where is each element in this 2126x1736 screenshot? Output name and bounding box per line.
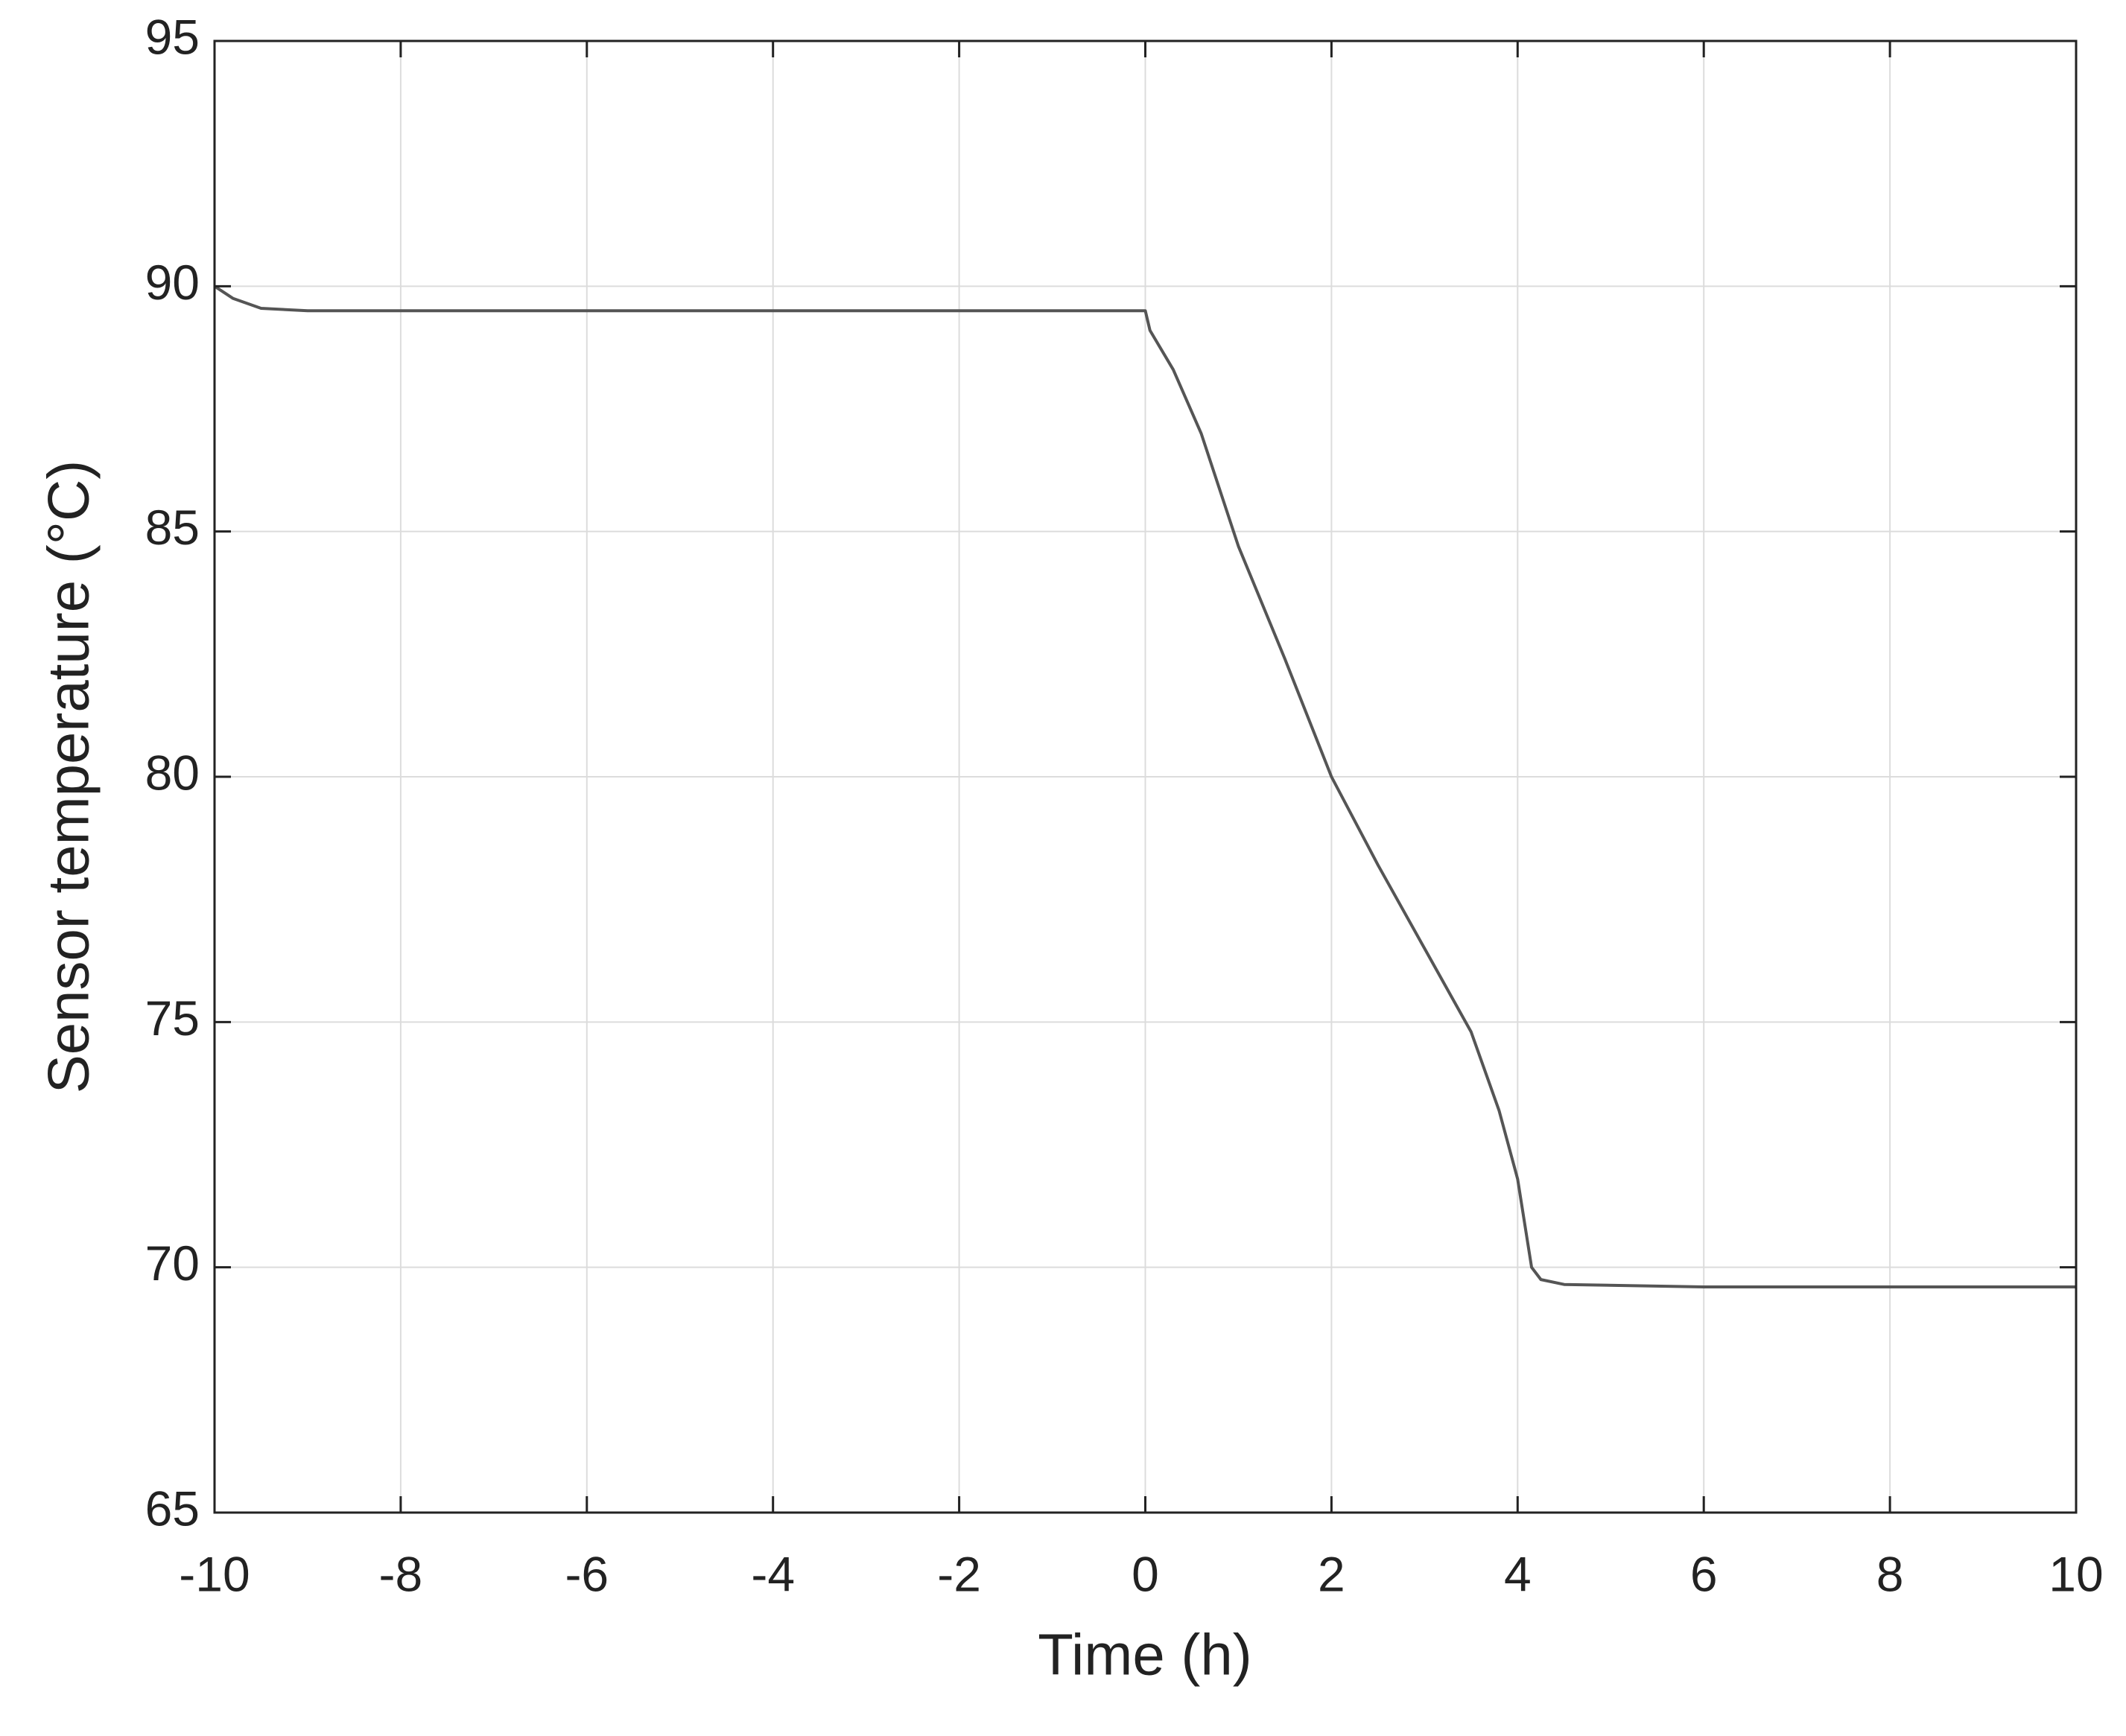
y-tick-label: 70	[145, 1236, 200, 1291]
ticks: -10 -8 -6 -4 -2 0 2 4 6 8 10 65 70 75 80 85 90 95	[145, 9, 2104, 1601]
y-tick-label: 65	[145, 1481, 200, 1536]
y-tick-label: 90	[145, 255, 200, 310]
x-tick-label: -4	[751, 1546, 795, 1601]
x-tick-label: -10	[179, 1546, 250, 1601]
grid	[214, 40, 2077, 1513]
x-tick-label: -6	[565, 1546, 609, 1601]
x-tick-label: -8	[379, 1546, 423, 1601]
x-tick-label: 2	[1318, 1546, 1345, 1601]
plot-area	[213, 284, 2076, 1289]
x-axis-label: Time (h)	[1038, 1622, 1251, 1688]
data-line	[213, 284, 2076, 1289]
y-tick-label: 80	[145, 745, 200, 800]
x-tick-label: -2	[937, 1546, 981, 1601]
y-axis-label: Sensor temperature (°C)	[36, 460, 101, 1094]
y-tick-label: 75	[145, 991, 200, 1046]
y-tick-label: 95	[145, 9, 200, 64]
x-tick-label: 8	[1876, 1546, 1904, 1601]
x-tick-label: 4	[1504, 1546, 1532, 1601]
x-tick-label: 0	[1132, 1546, 1159, 1601]
x-tick-label: 10	[2049, 1546, 2103, 1601]
x-tick-label: 6	[1690, 1546, 1718, 1601]
y-tick-label: 85	[145, 500, 200, 555]
